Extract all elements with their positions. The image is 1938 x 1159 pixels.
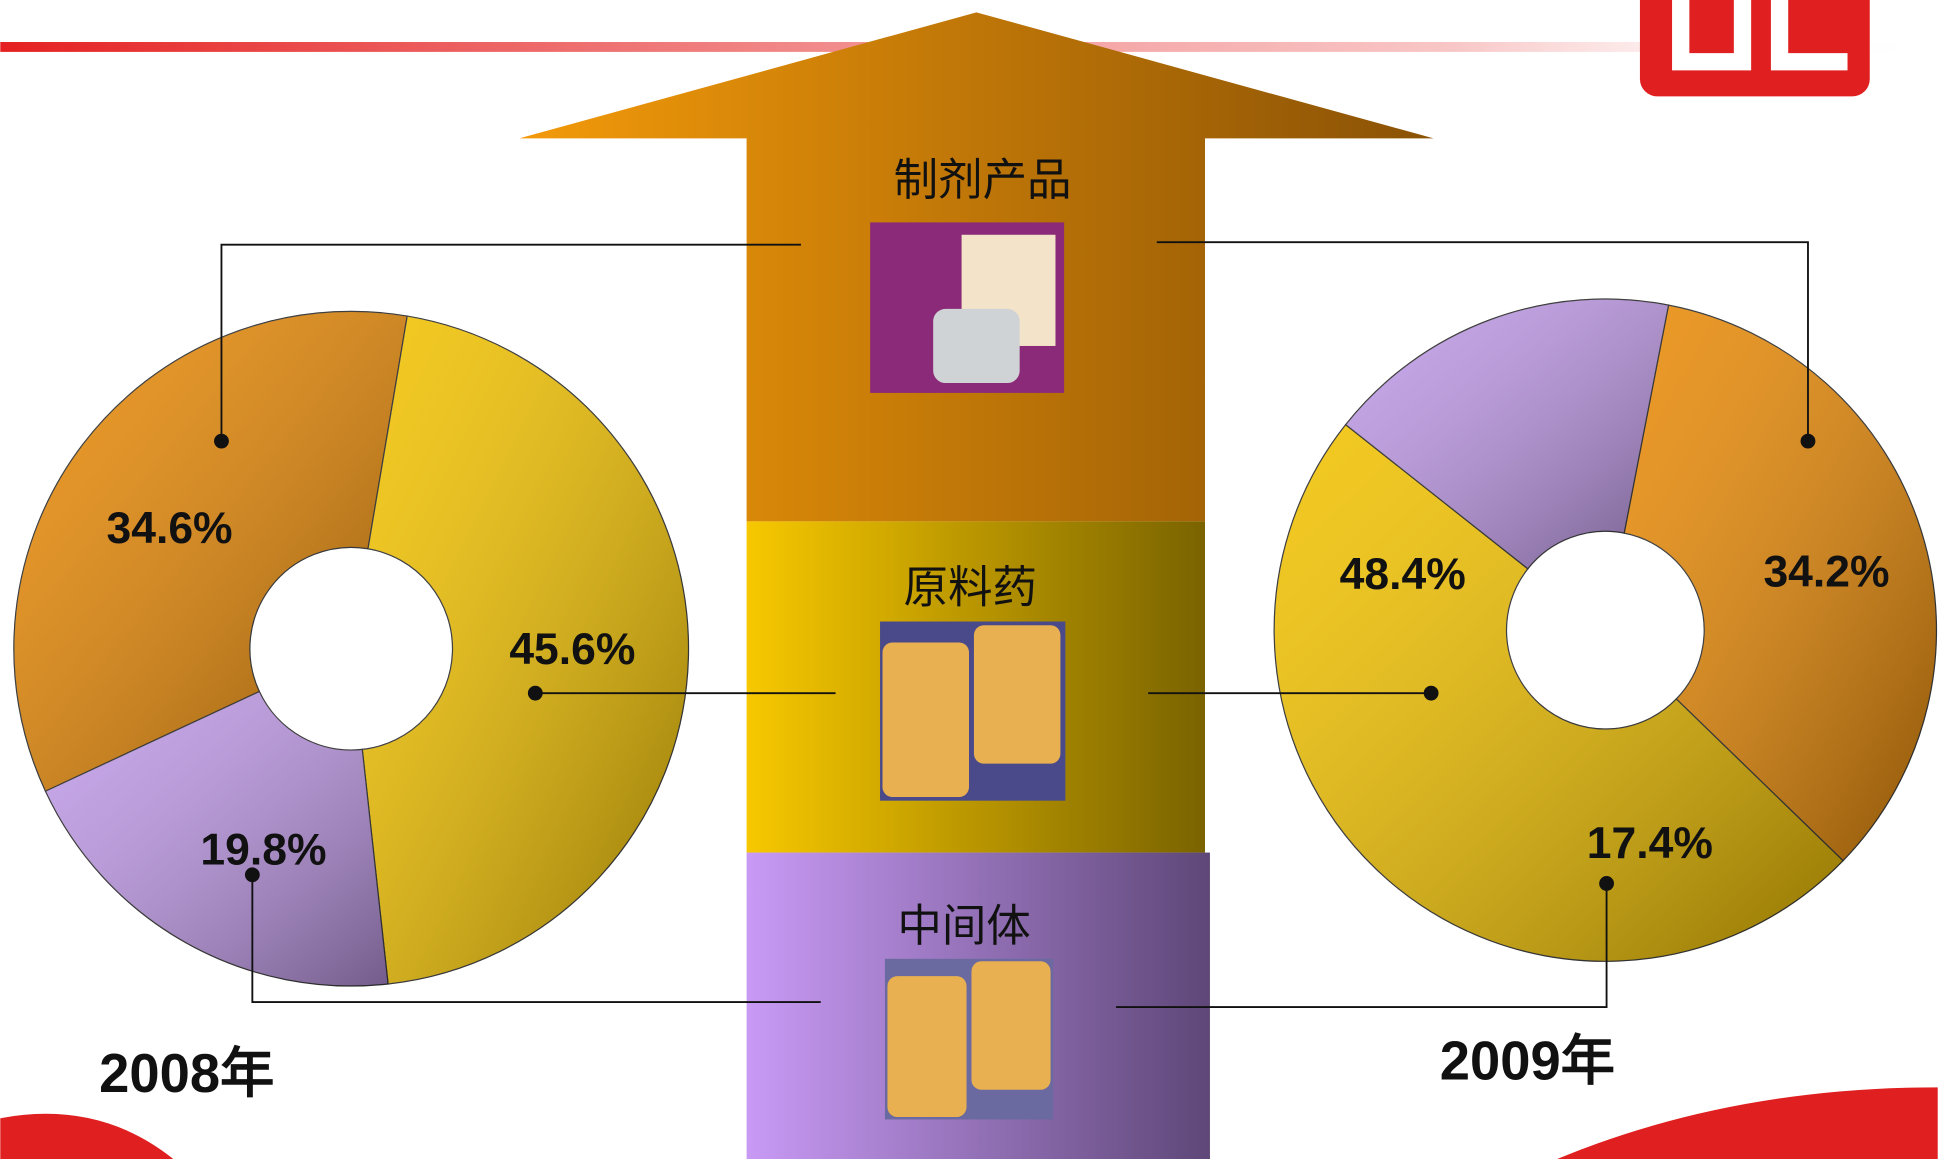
chart-title: 2009年 [1440, 1030, 1615, 1091]
chart-title: 2008年 [99, 1043, 274, 1104]
data-label: 48.4% [1340, 550, 1466, 599]
data-label: 19.8% [200, 825, 326, 874]
product-image [971, 961, 1050, 1090]
product-image [887, 976, 966, 1117]
category-label: 中间体 [897, 901, 1030, 952]
product-image [974, 625, 1060, 763]
data-label: 45.6% [509, 625, 635, 674]
slide: 制剂产品 原料药 中间体 34.6% 45.6% 19.8% 34.2% 48.4% 17… [0, 0, 1938, 1159]
product-image [933, 309, 1019, 383]
data-label: 34.6% [107, 504, 233, 553]
data-label: 17.4% [1587, 819, 1713, 868]
data-label: 34.2% [1763, 547, 1889, 596]
product-image [883, 643, 969, 797]
category-label: 原料药 [904, 563, 1037, 614]
category-label: 制剂产品 [894, 155, 1072, 206]
